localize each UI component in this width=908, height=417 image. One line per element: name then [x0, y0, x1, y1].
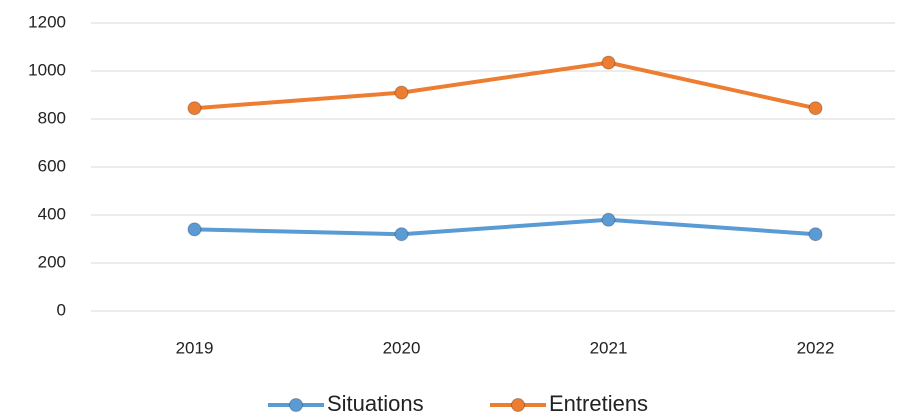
- y-tick-label: 200: [38, 252, 66, 271]
- y-tick-label: 1000: [28, 60, 66, 79]
- y-tick-label: 1200: [28, 12, 66, 31]
- legend-marker: [511, 398, 525, 412]
- point: [601, 55, 616, 70]
- legend-marker: [289, 398, 303, 412]
- y-tick-label: 800: [38, 108, 66, 127]
- y-tick-label: 0: [57, 300, 66, 319]
- point: [187, 101, 202, 116]
- x-tick-label: 2020: [383, 338, 421, 357]
- y-tick-label: 600: [38, 156, 66, 175]
- point: [808, 101, 823, 116]
- x-tick-label: 2019: [176, 338, 214, 357]
- point: [187, 222, 202, 237]
- point: [394, 227, 409, 242]
- point: [394, 85, 409, 100]
- legend-label: Entretiens: [549, 391, 648, 416]
- x-tick-label: 2022: [797, 338, 835, 357]
- series-line: [194, 60, 816, 111]
- x-tick-label: 2021: [590, 338, 628, 357]
- y-tick-label: 400: [38, 204, 66, 223]
- series-line: [194, 217, 816, 237]
- legend-label: Situations: [327, 391, 424, 416]
- point: [601, 212, 616, 227]
- point: [808, 227, 823, 242]
